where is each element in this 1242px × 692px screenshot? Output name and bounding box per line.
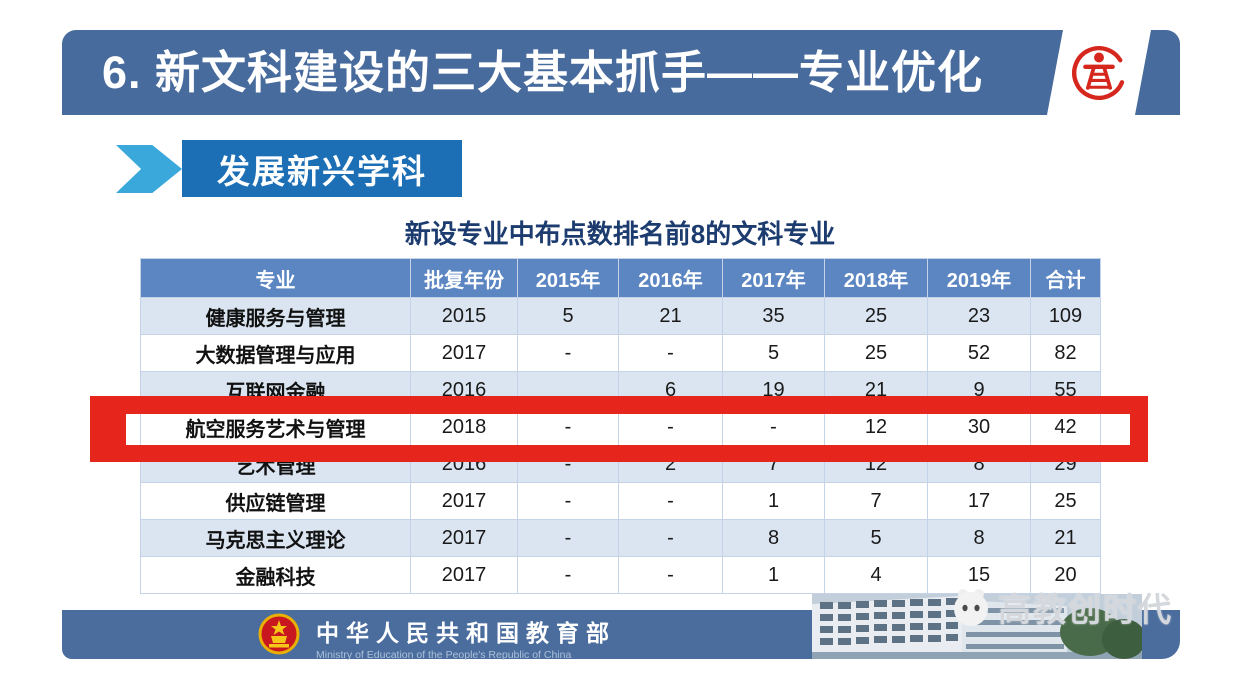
- value-cell: 2015: [410, 297, 518, 335]
- value-cell: 4: [824, 556, 928, 594]
- value-cell: 15: [927, 556, 1031, 594]
- value-cell: 17: [927, 482, 1031, 520]
- value-cell: 1: [722, 556, 825, 594]
- table-row: 金融科技 2017- -1 4 15 20: [140, 556, 1101, 594]
- value-cell: 20: [1030, 556, 1101, 594]
- value-cell: 1: [722, 482, 825, 520]
- header-cell: 批复年份: [410, 258, 518, 298]
- value-cell: 109: [1030, 297, 1101, 335]
- value-cell: -: [618, 556, 723, 594]
- ministry-text-block: 中华人民共和国教育部 Ministry of Education of the …: [316, 614, 616, 661]
- value-cell: 82: [1030, 334, 1101, 372]
- value-cell: 2017: [410, 556, 518, 594]
- value-cell: 23: [927, 297, 1031, 335]
- major-cell: 马克思主义理论: [140, 519, 411, 557]
- value-cell: 21: [1030, 519, 1101, 557]
- value-cell: 2017: [410, 334, 518, 372]
- value-cell: -: [618, 519, 723, 557]
- section-label: 发展新兴学科: [217, 152, 427, 190]
- value-cell: 8: [722, 519, 825, 557]
- header-cell: 2018年: [824, 258, 928, 298]
- header-cell: 2017年: [722, 258, 825, 298]
- header-cell: 2019年: [927, 258, 1031, 298]
- header-cell: 合计: [1030, 258, 1101, 298]
- watermark-text: 高教创时代: [998, 591, 1173, 628]
- header-cell: 2015年: [517, 258, 619, 298]
- table-row: 马克思主义理论 2017- -8 5 8 21: [140, 519, 1101, 557]
- watermark-face-icon: [954, 589, 988, 626]
- ministry-name-cn: 中华人民共和国教育部: [316, 621, 616, 646]
- header-cell: 专业: [140, 258, 411, 298]
- header-cell: 2016年: [618, 258, 723, 298]
- value-cell: 35: [722, 297, 825, 335]
- value-cell: 5: [824, 519, 928, 557]
- value-cell: 5: [722, 334, 825, 372]
- value-cell: 21: [618, 297, 723, 335]
- value-cell: 7: [824, 482, 928, 520]
- table-title: 新设专业中布点数排名前8的文科专业: [404, 219, 836, 249]
- value-cell: 25: [824, 297, 928, 335]
- value-cell: -: [517, 556, 619, 594]
- table-row: 健康服务与管理 2015 5 21 35 25 23 109: [140, 297, 1101, 335]
- table-row: 航空服务艺术与管理 2018- - -12 30 42: [140, 408, 1101, 446]
- value-cell: 5: [517, 297, 619, 335]
- value-cell: -: [517, 482, 619, 520]
- gaojiao-seal-icon: [1068, 42, 1130, 104]
- table-row: 大数据管理与应用 2017- -5 25 52 82: [140, 334, 1101, 372]
- value-cell: -: [618, 334, 723, 372]
- national-emblem-icon: [258, 613, 300, 655]
- major-cell: 金融科技: [140, 556, 411, 594]
- arrow-icon: [116, 145, 182, 193]
- value-cell: 2017: [410, 519, 518, 557]
- logo-badge: [1047, 30, 1151, 115]
- value-cell: -: [517, 519, 619, 557]
- ministry-name-en: Ministry of Education of the People's Re…: [316, 649, 572, 661]
- table-row: 供应链管理 2017- -1 7 17 25: [140, 482, 1101, 520]
- section-label-box: 发展新兴学科: [182, 140, 462, 197]
- major-cell: 健康服务与管理: [140, 297, 411, 335]
- highlight-box: [90, 396, 1148, 462]
- value-cell: -: [517, 334, 619, 372]
- value-cell: 2017: [410, 482, 518, 520]
- major-cell: 大数据管理与应用: [140, 334, 411, 372]
- value-cell: -: [722, 408, 825, 446]
- value-cell: 25: [1030, 482, 1101, 520]
- value-cell: -: [618, 482, 723, 520]
- title-bar: 6. 新文科建设的三大基本抓手——专业优化: [62, 30, 1180, 115]
- major-cell: 供应链管理: [140, 482, 411, 520]
- watermark: 高教创时代: [950, 583, 1173, 631]
- slide-title: 6. 新文科建设的三大基本抓手——专业优化: [102, 47, 984, 98]
- table-header-row: 专业 批复年份 2015年 2016年 2017年 2018年 2019年 合计: [140, 258, 1101, 298]
- value-cell: 52: [927, 334, 1031, 372]
- value-cell: 25: [824, 334, 928, 372]
- value-cell: 8: [927, 519, 1031, 557]
- value-cell: 12: [824, 408, 928, 446]
